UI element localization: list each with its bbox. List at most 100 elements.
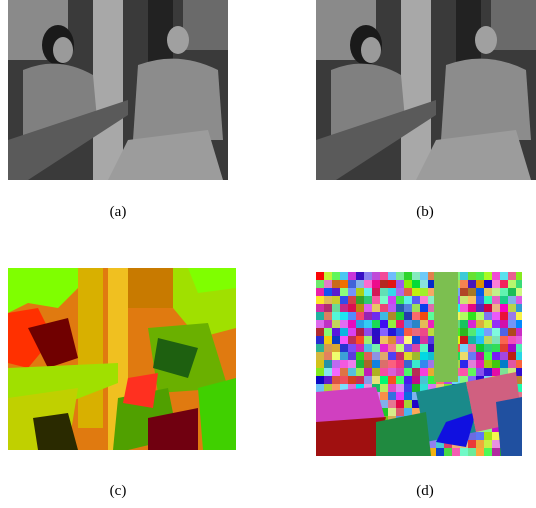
superpixel	[412, 344, 420, 352]
segments	[8, 268, 236, 450]
superpixel	[348, 272, 356, 280]
superpixel	[348, 328, 356, 336]
superpixel	[364, 368, 372, 376]
superpixel	[412, 368, 420, 376]
superpixel	[388, 296, 396, 304]
superpixel	[412, 328, 420, 336]
superpixel	[476, 448, 484, 456]
superpixel	[492, 368, 500, 376]
superpixel	[380, 296, 388, 304]
superpixel	[508, 280, 516, 288]
superpixel	[364, 336, 372, 344]
superpixel	[396, 312, 404, 320]
superpixel	[380, 288, 388, 296]
superpixel	[316, 336, 324, 344]
superpixel	[396, 400, 404, 408]
superpixel	[500, 280, 508, 288]
superpixel	[404, 304, 412, 312]
superpixel	[404, 384, 412, 392]
superpixel	[388, 352, 396, 360]
superpixel	[372, 336, 380, 344]
superpixel	[468, 336, 476, 344]
superpixel	[348, 352, 356, 360]
superpixel	[388, 368, 396, 376]
superpixel	[396, 352, 404, 360]
superpixel	[356, 320, 364, 328]
superpixel	[492, 280, 500, 288]
superpixel	[332, 352, 340, 360]
superpixel	[492, 432, 500, 440]
superpixel	[380, 352, 388, 360]
superpixel	[492, 344, 500, 352]
superpixel	[364, 280, 372, 288]
superpixel	[500, 312, 508, 320]
superpixel	[340, 352, 348, 360]
superpixel	[324, 344, 332, 352]
superpixel	[516, 280, 522, 288]
segments	[316, 272, 522, 456]
superpixel	[468, 440, 476, 448]
superpixel	[404, 352, 412, 360]
superpixel	[372, 288, 380, 296]
superpixel	[412, 304, 420, 312]
superpixel	[324, 360, 332, 368]
superpixel	[372, 328, 380, 336]
superpixel	[484, 448, 492, 456]
superpixel	[396, 336, 404, 344]
superpixel	[364, 312, 372, 320]
superpixel	[420, 328, 428, 336]
superpixel	[380, 280, 388, 288]
superpixel	[364, 320, 372, 328]
superpixel	[404, 328, 412, 336]
superpixel	[500, 272, 508, 280]
superpixel	[508, 344, 516, 352]
superpixel	[332, 272, 340, 280]
superpixel	[316, 280, 324, 288]
superpixel	[404, 408, 412, 416]
superpixel	[380, 384, 388, 392]
superpixel	[476, 368, 484, 376]
superpixel	[404, 288, 412, 296]
superpixel	[380, 336, 388, 344]
superpixel	[484, 328, 492, 336]
superpixel	[348, 296, 356, 304]
superpixel	[508, 272, 516, 280]
superpixel	[420, 376, 428, 384]
superpixel	[316, 296, 324, 304]
superpixel	[476, 360, 484, 368]
superpixel	[508, 304, 516, 312]
superpixel	[324, 328, 332, 336]
superpixel	[348, 304, 356, 312]
superpixel	[468, 312, 476, 320]
superpixel	[420, 344, 428, 352]
superpixel	[468, 320, 476, 328]
superpixel	[468, 296, 476, 304]
superpixel	[332, 344, 340, 352]
superpixel	[516, 288, 522, 296]
superpixel	[388, 280, 396, 288]
superpixel	[316, 320, 324, 328]
segmentation-c	[8, 268, 236, 450]
superpixel	[420, 320, 428, 328]
superpixel	[460, 352, 468, 360]
superpixel	[396, 344, 404, 352]
superpixel	[468, 368, 476, 376]
superpixel	[372, 304, 380, 312]
superpixel	[492, 352, 500, 360]
superpixel	[468, 280, 476, 288]
superpixel	[316, 312, 324, 320]
superpixel	[372, 280, 380, 288]
superpixel	[420, 272, 428, 280]
superpixel	[364, 296, 372, 304]
superpixel	[500, 352, 508, 360]
superpixel	[484, 368, 492, 376]
superpixel	[396, 384, 404, 392]
superpixel	[372, 344, 380, 352]
superpixel	[476, 296, 484, 304]
superpixel	[396, 368, 404, 376]
photo-content	[316, 0, 536, 180]
superpixel	[404, 368, 412, 376]
superpixel	[516, 328, 522, 336]
superpixel	[348, 320, 356, 328]
superpixel	[356, 272, 364, 280]
